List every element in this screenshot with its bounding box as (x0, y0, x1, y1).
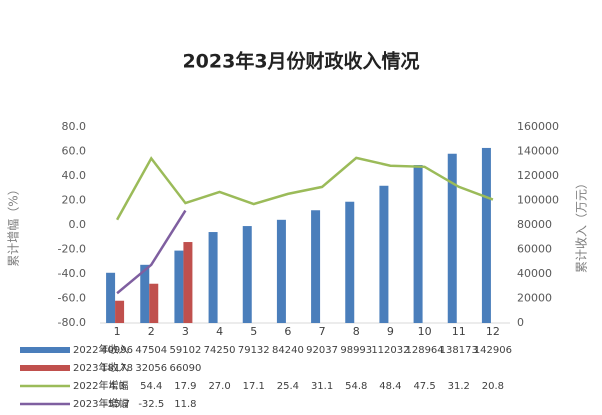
table-cell: 40996 (101, 345, 133, 356)
table-cell: 66090 (170, 363, 202, 374)
line (116, 209, 187, 295)
line (115, 156, 494, 221)
legend-swatch (20, 347, 70, 353)
legend-label: 2023年增幅 (73, 397, 128, 410)
table-cell: 74250 (204, 345, 236, 356)
bar (276, 219, 286, 323)
x-tick-label: 12 (486, 325, 500, 338)
table-cell: 25.4 (277, 381, 299, 392)
y-tick-label: 20.0 (62, 194, 87, 207)
table-cell: 27.0 (208, 381, 230, 392)
table-cell: 142906 (474, 345, 512, 356)
legend-swatch (20, 365, 70, 371)
bar (106, 272, 116, 323)
table-cell: 128964 (405, 345, 443, 356)
legend-label: 2022年收入 (73, 343, 128, 356)
x-tick-label: 9 (387, 325, 394, 338)
y-tick-label: 40.0 (62, 169, 87, 182)
table-cell: 17.9 (174, 381, 196, 392)
y-tick-label: 0.0 (69, 218, 87, 231)
table-cell: 54.8 (345, 381, 367, 392)
table-cell: 32056 (135, 363, 167, 374)
x-tick-label: 3 (182, 325, 189, 338)
table-cell: 11.8 (174, 399, 196, 410)
legend-label: 2022年增幅 (73, 379, 128, 392)
table-cell: 47504 (135, 345, 167, 356)
table-cell: 18178 (101, 363, 133, 374)
table-cell: 59102 (170, 345, 202, 356)
x-tick-label: 2 (148, 325, 155, 338)
table-cell: 54.4 (140, 381, 162, 392)
bar (447, 153, 457, 323)
table-cell: 20.8 (482, 381, 504, 392)
table-cell: 84240 (272, 345, 304, 356)
x-tick-label: 8 (353, 325, 360, 338)
bar (174, 250, 184, 323)
y2-tick-label: 60000 (517, 243, 552, 256)
bar (311, 210, 321, 323)
x-tick-label: 7 (319, 325, 326, 338)
table-cell: 48.4 (379, 381, 401, 392)
y-axis-title: 累计增幅（%） (6, 183, 21, 266)
x-tick-label: 11 (452, 325, 466, 338)
bar (345, 201, 355, 323)
table-cell: 138173 (440, 345, 478, 356)
legend-label: 2023年收入 (73, 361, 128, 374)
bar (149, 283, 159, 323)
bar (413, 165, 423, 323)
x-tick-label: 6 (284, 325, 291, 338)
table-cell: 31.2 (448, 381, 470, 392)
y-tick-label: -80.0 (58, 316, 86, 329)
x-tick-label: 1 (114, 325, 121, 338)
table-cell: 112032 (371, 345, 409, 356)
table-cell: 47.5 (413, 381, 435, 392)
table-cell: 92037 (306, 345, 338, 356)
y2-tick-label: 120000 (517, 169, 559, 182)
x-tick-label: 4 (216, 325, 223, 338)
y2-tick-label: 40000 (517, 267, 552, 280)
table-cell: -55.7 (104, 399, 130, 410)
bar (379, 185, 389, 323)
chart-title: 2023年3月份财政收入情况 (182, 50, 419, 73)
bar (140, 264, 150, 323)
y2-tick-label: 140000 (517, 145, 559, 158)
table-cell: 98993 (340, 345, 372, 356)
y2-tick-label: 100000 (517, 194, 559, 207)
y-tick-label: -60.0 (58, 292, 86, 305)
bar (481, 147, 491, 323)
y-tick-label: 60.0 (62, 145, 87, 158)
x-tick-label: 5 (250, 325, 257, 338)
y2-tick-label: 0 (517, 316, 524, 329)
table-cell: -32.5 (138, 399, 164, 410)
y2-tick-label: 80000 (517, 218, 552, 231)
y-tick-label: -20.0 (58, 243, 86, 256)
table-cell: 79132 (238, 345, 270, 356)
bar (208, 232, 218, 323)
y2-tick-label: 20000 (517, 292, 552, 305)
bar (242, 226, 252, 323)
y-tick-label: -40.0 (58, 267, 86, 280)
x-tick-label: 10 (418, 325, 432, 338)
y2-tick-label: 160000 (517, 120, 559, 133)
y2-axis-title: 累计收入（万元） (575, 177, 589, 273)
bar (115, 300, 125, 323)
table-cell: 31.1 (311, 381, 333, 392)
table-cell: 4.3 (109, 381, 125, 392)
table-cell: 17.1 (243, 381, 265, 392)
y-tick-label: 80.0 (62, 120, 87, 133)
bar (183, 242, 193, 323)
